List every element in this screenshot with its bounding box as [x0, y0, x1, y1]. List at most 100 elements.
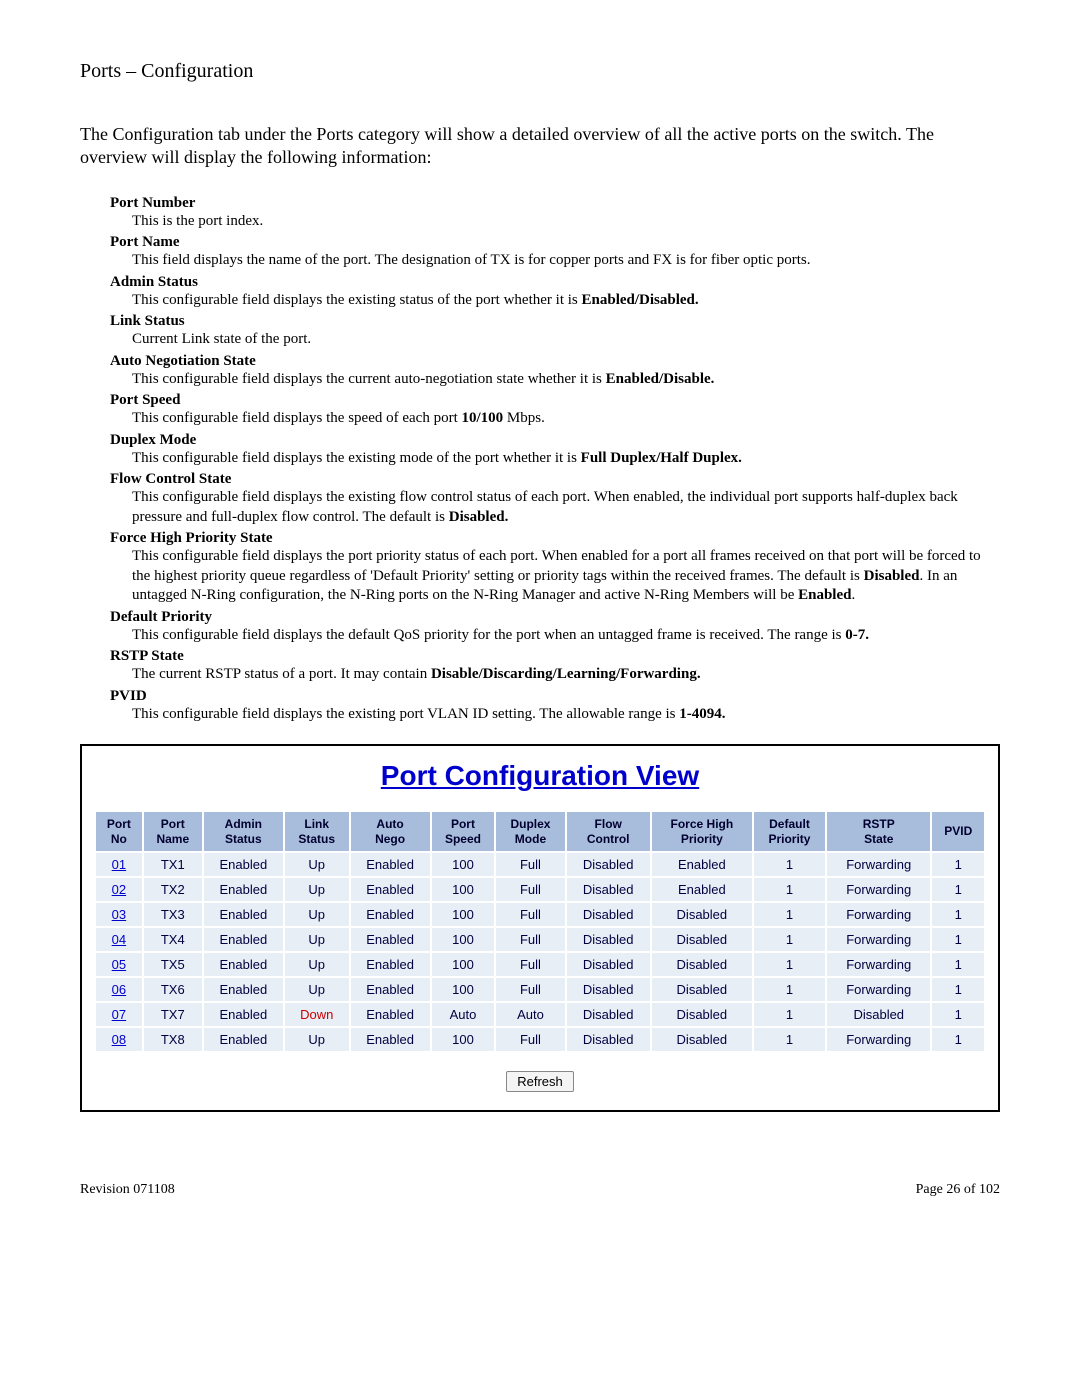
table-cell: Disabled	[566, 1027, 651, 1052]
table-cell: Enabled	[203, 977, 284, 1002]
definition-description: This configurable field displays the def…	[132, 626, 1000, 646]
table-cell: 1	[931, 852, 985, 877]
page-footer: Revision 071108 Page 26 of 102	[80, 1182, 1000, 1198]
table-cell: Up	[284, 852, 350, 877]
footer-revision: Revision 071108	[80, 1182, 175, 1198]
table-column-header: AdminStatus	[203, 811, 284, 852]
table-cell: 1	[753, 952, 826, 977]
definition-description: This configurable field displays the exi…	[132, 488, 1000, 527]
port-number-link[interactable]: 08	[95, 1027, 143, 1052]
table-row: 02TX2EnabledUpEnabled100FullDisabledEnab…	[95, 877, 985, 902]
definition-term: Auto Negotiation State	[110, 353, 1000, 370]
table-cell: Enabled	[203, 852, 284, 877]
table-cell: TX7	[143, 1002, 203, 1027]
definition-description: This field displays the name of the port…	[132, 251, 1000, 271]
table-cell: Disabled	[651, 952, 753, 977]
table-cell: Disabled	[566, 952, 651, 977]
table-cell: Enabled	[350, 852, 431, 877]
definition-description: The current RSTP status of a port. It ma…	[132, 665, 1000, 685]
table-cell: Enabled	[203, 1002, 284, 1027]
table-cell: TX5	[143, 952, 203, 977]
definition-term: Duplex Mode	[110, 432, 1000, 449]
table-cell: 100	[431, 952, 496, 977]
table-column-header: PortName	[143, 811, 203, 852]
table-cell: Up	[284, 902, 350, 927]
table-cell: 1	[753, 902, 826, 927]
table-cell: 1	[753, 1002, 826, 1027]
table-cell: 1	[931, 1027, 985, 1052]
table-header-row: PortNoPortNameAdminStatusLinkStatusAutoN…	[95, 811, 985, 852]
port-number-link[interactable]: 06	[95, 977, 143, 1002]
table-cell: 1	[753, 852, 826, 877]
definition-description: This configurable field displays the exi…	[132, 291, 1000, 311]
table-cell: Enabled	[350, 1027, 431, 1052]
port-number-link[interactable]: 01	[95, 852, 143, 877]
table-cell: Disabled	[566, 902, 651, 927]
port-number-link[interactable]: 02	[95, 877, 143, 902]
table-column-header: FlowControl	[566, 811, 651, 852]
port-config-panel: Port Configuration View PortNoPortNameAd…	[80, 744, 1000, 1112]
table-cell: Enabled	[203, 952, 284, 977]
table-cell: Enabled	[350, 977, 431, 1002]
table-row: 01TX1EnabledUpEnabled100FullDisabledEnab…	[95, 852, 985, 877]
table-cell: Disabled	[826, 1002, 931, 1027]
table-row: 07TX7EnabledDownEnabledAutoAutoDisabledD…	[95, 1002, 985, 1027]
table-row: 05TX5EnabledUpEnabled100FullDisabledDisa…	[95, 952, 985, 977]
intro-paragraph: The Configuration tab under the Ports ca…	[80, 123, 1000, 170]
definition-term: Port Number	[110, 195, 1000, 212]
table-column-header: DefaultPriority	[753, 811, 826, 852]
definition-description: This configurable field displays the por…	[132, 547, 1000, 606]
table-cell: Full	[495, 1027, 565, 1052]
table-row: 08TX8EnabledUpEnabled100FullDisabledDisa…	[95, 1027, 985, 1052]
definition-term: RSTP State	[110, 648, 1000, 665]
table-cell: 1	[931, 952, 985, 977]
port-number-link[interactable]: 07	[95, 1002, 143, 1027]
table-cell: Up	[284, 977, 350, 1002]
definition-description: Current Link state of the port.	[132, 330, 1000, 350]
port-number-link[interactable]: 03	[95, 902, 143, 927]
table-cell: 1	[753, 927, 826, 952]
table-cell: Full	[495, 927, 565, 952]
table-cell: Forwarding	[826, 952, 931, 977]
table-cell: 100	[431, 927, 496, 952]
table-cell: 1	[931, 977, 985, 1002]
table-cell: Forwarding	[826, 977, 931, 1002]
definition-term: Port Speed	[110, 392, 1000, 409]
definition-description: This configurable field displays the exi…	[132, 705, 1000, 725]
table-cell: Full	[495, 977, 565, 1002]
table-cell: Up	[284, 1027, 350, 1052]
table-cell: Forwarding	[826, 877, 931, 902]
table-cell: TX3	[143, 902, 203, 927]
table-column-header: RSTPState	[826, 811, 931, 852]
definition-term: PVID	[110, 688, 1000, 705]
table-cell: Full	[495, 902, 565, 927]
table-row: 04TX4EnabledUpEnabled100FullDisabledDisa…	[95, 927, 985, 952]
table-cell: Enabled	[203, 877, 284, 902]
table-cell: 1	[931, 902, 985, 927]
definition-term: Force High Priority State	[110, 530, 1000, 547]
footer-page-number: Page 26 of 102	[916, 1182, 1000, 1198]
port-number-link[interactable]: 04	[95, 927, 143, 952]
table-cell: Enabled	[203, 902, 284, 927]
table-cell: Disabled	[566, 927, 651, 952]
panel-title: Port Configuration View	[94, 760, 986, 792]
table-cell: 1	[931, 877, 985, 902]
port-number-link[interactable]: 05	[95, 952, 143, 977]
definition-description: This configurable field displays the cur…	[132, 370, 1000, 390]
table-cell: 100	[431, 977, 496, 1002]
table-cell: TX2	[143, 877, 203, 902]
table-cell: Disabled	[651, 1002, 753, 1027]
table-cell: 1	[931, 1002, 985, 1027]
refresh-button[interactable]: Refresh	[506, 1071, 574, 1092]
table-column-header: Force HighPriority	[651, 811, 753, 852]
table-cell: Enabled	[203, 927, 284, 952]
table-cell: Enabled	[651, 877, 753, 902]
definition-description: This configurable field displays the spe…	[132, 409, 1000, 429]
table-cell: 100	[431, 852, 496, 877]
table-cell: TX6	[143, 977, 203, 1002]
table-body: 01TX1EnabledUpEnabled100FullDisabledEnab…	[95, 852, 985, 1052]
table-cell: 100	[431, 877, 496, 902]
table-cell: 1	[753, 877, 826, 902]
table-cell: Disabled	[651, 927, 753, 952]
table-column-header: PVID	[931, 811, 985, 852]
